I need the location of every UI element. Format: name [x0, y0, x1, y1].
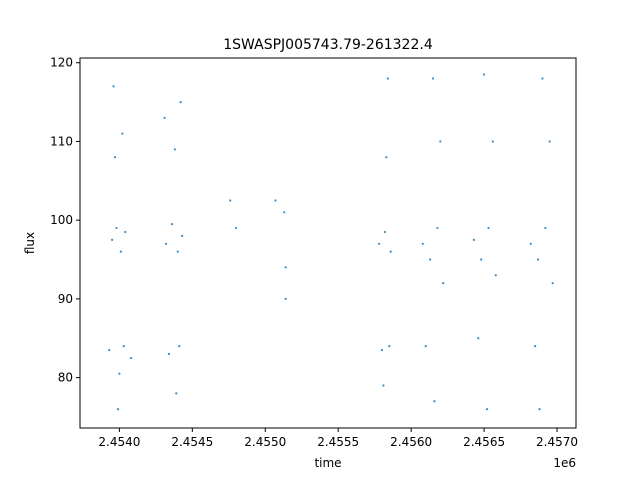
- data-point: [485, 408, 489, 411]
- data-point: [178, 345, 181, 348]
- y-tick-label: 120: [50, 56, 73, 70]
- x-offset-label: 1e6: [553, 456, 576, 470]
- y-tick-label: 100: [50, 213, 73, 227]
- data-point: [283, 211, 286, 214]
- data-point: [491, 140, 494, 143]
- data-point: [170, 223, 174, 226]
- x-tick-label: 2.4555: [317, 435, 359, 449]
- x-axis-label: time: [314, 456, 341, 470]
- data-point: [164, 242, 168, 245]
- data-point: [234, 226, 238, 230]
- data-point: [167, 352, 171, 356]
- data-point: [229, 199, 232, 202]
- y-tick-label: 110: [50, 134, 73, 148]
- data-point: [482, 73, 486, 76]
- data-point: [429, 258, 432, 261]
- y-axis: 80 90 100 110 120: [50, 56, 80, 385]
- data-point: [173, 148, 176, 151]
- data-point: [181, 234, 184, 238]
- x-tick-label: 2.4560: [390, 435, 432, 449]
- data-point: [113, 156, 117, 159]
- data-point: [544, 226, 547, 230]
- data-point: [163, 116, 166, 119]
- data-point: [494, 274, 497, 277]
- plot-frame: [79, 57, 577, 429]
- data-point: [439, 140, 442, 143]
- x-axis: 2.4540 2.4545 2.4550 2.4555 2.4560 2.4565 2.45…: [98, 428, 578, 449]
- data-point: [284, 297, 287, 300]
- data-point: [129, 356, 133, 360]
- data-point: [118, 372, 121, 375]
- data-point: [529, 242, 532, 245]
- data-point: [421, 242, 424, 245]
- data-point: [377, 242, 381, 245]
- y-axis-label: flux: [23, 232, 37, 254]
- x-tick-label: 2.4545: [171, 435, 213, 449]
- data-point: [124, 230, 127, 234]
- data-point: [433, 400, 436, 403]
- chart-title: 1SWASPJ005743.79-261322.4: [223, 37, 433, 53]
- data-point: [386, 77, 389, 80]
- data-point: [382, 384, 385, 387]
- data-point: [179, 100, 182, 104]
- y-tick-label: 80: [58, 371, 73, 385]
- data-point: [116, 408, 120, 411]
- data-point: [538, 408, 541, 411]
- data-point: [385, 156, 388, 159]
- data-point: [436, 226, 439, 230]
- data-point: [477, 337, 480, 340]
- data-point: [284, 266, 287, 269]
- data-point: [442, 282, 445, 285]
- y-tick-label: 90: [58, 292, 73, 306]
- data-point: [119, 250, 122, 253]
- data-point: [431, 77, 435, 80]
- data-point: [534, 345, 537, 348]
- data-point: [108, 348, 111, 352]
- data-point: [176, 250, 179, 253]
- data-point: [551, 282, 554, 285]
- data-point: [487, 226, 490, 230]
- data-point: [383, 230, 386, 234]
- x-tick-label: 2.4570: [536, 435, 578, 449]
- data-point: [541, 77, 544, 80]
- data-point: [121, 132, 124, 135]
- data-point: [424, 345, 427, 348]
- x-tick-label: 2.4550: [244, 435, 286, 449]
- data-point: [175, 392, 178, 395]
- data-point: [110, 238, 114, 241]
- data-point: [274, 199, 277, 202]
- data-point: [122, 345, 125, 348]
- data-point: [388, 345, 391, 348]
- data-point: [380, 348, 384, 352]
- x-tick-label: 2.4540: [98, 435, 140, 449]
- data-point: [112, 85, 115, 88]
- data-point: [115, 226, 118, 230]
- data-points: [108, 73, 554, 411]
- x-tick-label: 2.4565: [463, 435, 505, 449]
- data-point: [472, 238, 475, 241]
- data-point: [389, 250, 392, 253]
- data-point: [536, 258, 540, 261]
- data-point: [548, 140, 551, 143]
- data-point: [480, 258, 483, 261]
